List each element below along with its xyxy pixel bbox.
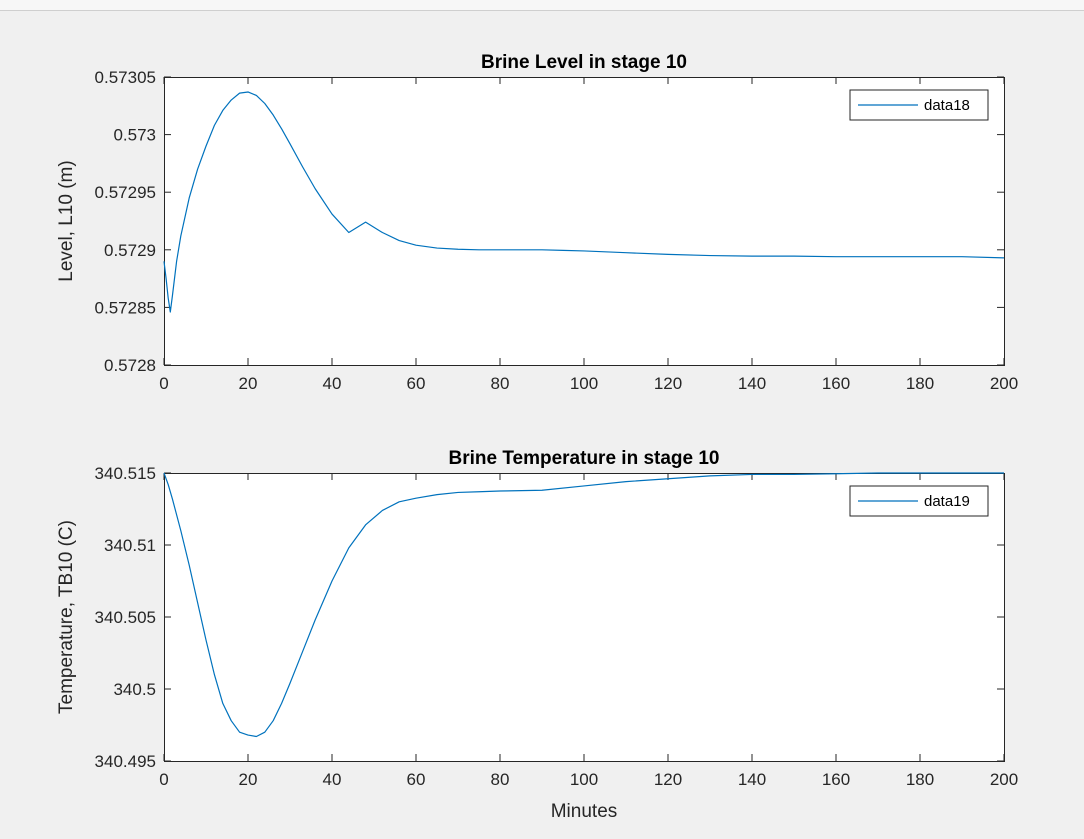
y-tick-label: 340.505 bbox=[95, 608, 156, 627]
x-tick-label: 60 bbox=[407, 374, 426, 393]
x-tick-label: 60 bbox=[407, 770, 426, 789]
y-tick-label: 340.5 bbox=[113, 680, 156, 699]
x-tick-label: 40 bbox=[323, 374, 342, 393]
y-tick-label: 0.5729 bbox=[104, 241, 156, 260]
x-tick-label: 80 bbox=[491, 770, 510, 789]
y-tick-label: 0.57295 bbox=[95, 183, 156, 202]
y-tick-label: 340.51 bbox=[104, 536, 156, 555]
plot-title: Brine Level in stage 10 bbox=[481, 52, 687, 73]
x-tick-label: 120 bbox=[654, 770, 682, 789]
y-tick-label: 0.5728 bbox=[104, 356, 156, 375]
x-tick-label: 100 bbox=[570, 770, 598, 789]
x-tick-label: 0 bbox=[159, 374, 168, 393]
x-axis-label: Minutes bbox=[551, 801, 618, 822]
window-toolbar-strip bbox=[0, 0, 1084, 11]
x-tick-label: 180 bbox=[906, 374, 934, 393]
x-tick-label: 20 bbox=[239, 374, 258, 393]
y-tick-label: 0.57305 bbox=[95, 68, 156, 87]
plot-area bbox=[164, 77, 1004, 365]
y-axis-label: Level, L10 (m) bbox=[56, 160, 77, 281]
x-tick-label: 40 bbox=[323, 770, 342, 789]
y-axis-label: Temperature, TB10 (C) bbox=[56, 520, 77, 714]
x-tick-label: 100 bbox=[570, 374, 598, 393]
x-tick-label: 160 bbox=[822, 374, 850, 393]
axes-brine-temperature[interactable]: 0 20 40 60 80 100 120 140 160 180 200 340.495 340.5 3… bbox=[56, 448, 1018, 822]
legend[interactable]: data18 bbox=[849, 89, 989, 121]
x-tick-label: 140 bbox=[738, 374, 766, 393]
legend-entry-label: data19 bbox=[924, 493, 970, 510]
x-tick-label: 160 bbox=[822, 770, 850, 789]
series-line-data18 bbox=[163, 91, 1005, 313]
x-tick-label: 140 bbox=[738, 770, 766, 789]
x-tick-label: 0 bbox=[159, 770, 168, 789]
x-tick-label: 120 bbox=[654, 374, 682, 393]
x-tick-label: 180 bbox=[906, 770, 934, 789]
y-tick-label: 340.495 bbox=[95, 752, 156, 771]
x-tick-label: 200 bbox=[990, 374, 1018, 393]
y-tick-label: 340.515 bbox=[95, 464, 156, 483]
y-tick-label: 0.573 bbox=[113, 126, 156, 145]
axes-brine-level[interactable]: 0 20 40 60 80 100 120 140 160 180 200 0.5728 0.57285… bbox=[56, 52, 1018, 393]
x-tick-label: 20 bbox=[239, 770, 258, 789]
legend-entry-label: data18 bbox=[924, 97, 970, 114]
legend[interactable]: data19 bbox=[849, 485, 989, 517]
x-tick-label: 200 bbox=[990, 770, 1018, 789]
plot-area bbox=[164, 473, 1004, 761]
y-tick-label: 0.57285 bbox=[95, 298, 156, 317]
x-tick-label: 80 bbox=[491, 374, 510, 393]
plot-title: Brine Temperature in stage 10 bbox=[448, 448, 719, 469]
series-line-data19 bbox=[163, 472, 1004, 738]
